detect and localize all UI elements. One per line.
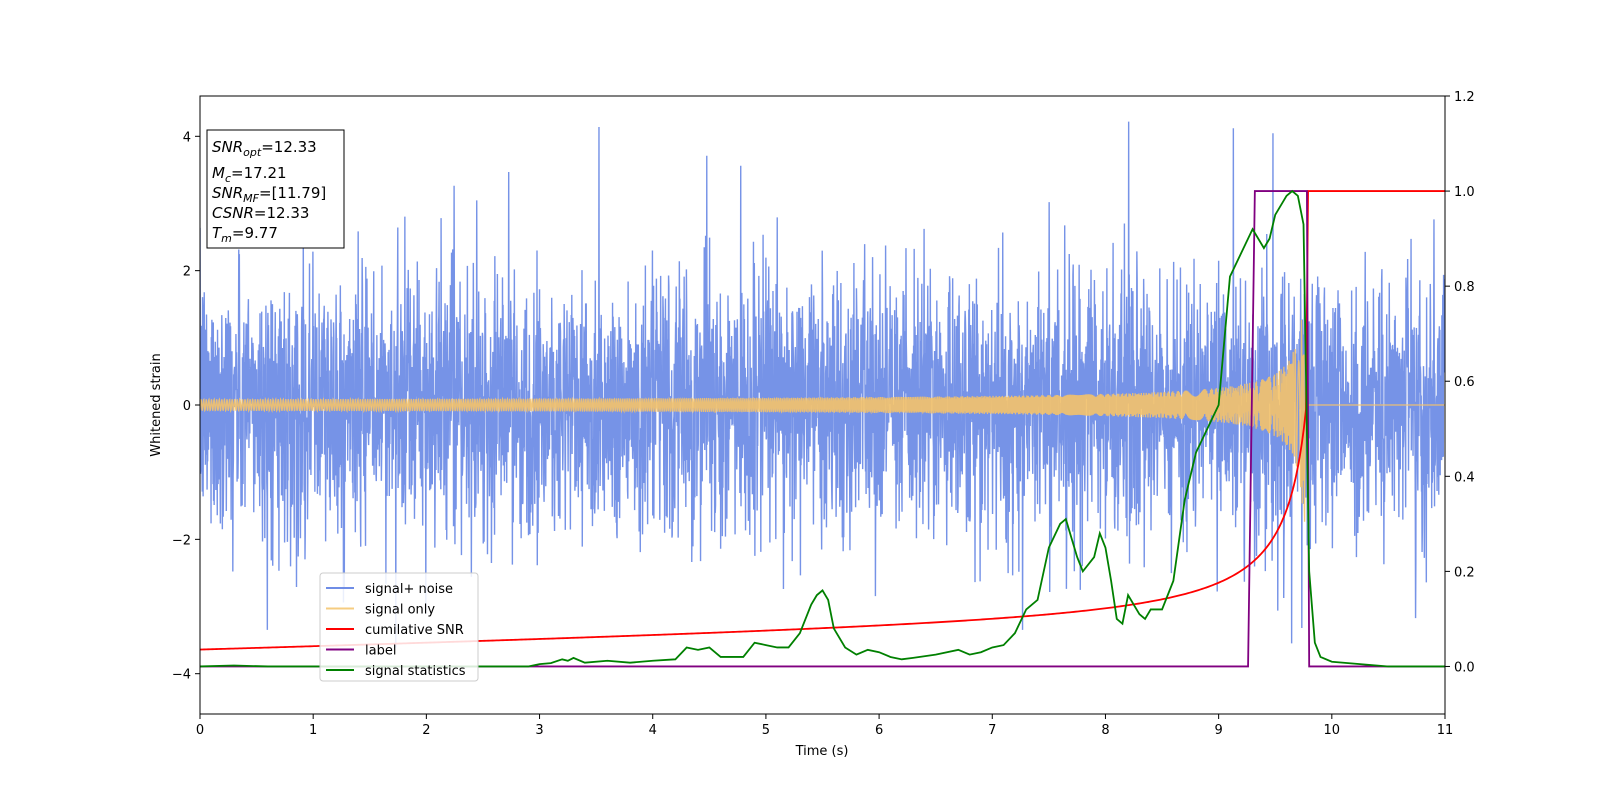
annotation-mc: Mc=17.21 bbox=[212, 164, 287, 185]
axes: 0 1 2 3 4 5 6 7 8 9 10 11 −4 −2 0 2 4 0.0 0.2 0.4 0.6 0.8 1.0 1… bbox=[172, 90, 1475, 738]
annotation-snr-opt-base: SNR bbox=[212, 138, 243, 156]
legend: signal+ noise signal only cumilative SNR la… bbox=[319, 572, 479, 682]
y-axis-label: Whitened strain bbox=[149, 353, 164, 456]
x-tick-label: 11 bbox=[1437, 723, 1454, 738]
legend-frame bbox=[319, 572, 479, 682]
annotation-box: SNRopt=12.33 Mc=17.21 SNRMF=[11.79] CSNR… bbox=[206, 129, 345, 249]
annotation-snr-opt-sub: opt bbox=[243, 146, 262, 159]
y-tick-label: 0 bbox=[183, 399, 191, 414]
y-tick-label: 2 bbox=[183, 265, 191, 280]
annotation-snr-mf-sub: MF bbox=[243, 192, 259, 205]
annotation-tm-value: =9.77 bbox=[232, 224, 278, 242]
x-tick-label: 1 bbox=[309, 723, 317, 738]
y-tick-label: −2 bbox=[172, 533, 191, 548]
x-tick-label: 7 bbox=[988, 723, 996, 738]
y2-tick-label: 1.2 bbox=[1454, 90, 1475, 105]
y2-tick-label: 1.0 bbox=[1454, 185, 1475, 200]
y-tick-label: 4 bbox=[183, 130, 191, 145]
series-signal-statistics-line bbox=[200, 189, 1445, 668]
annotation-frame bbox=[206, 129, 345, 249]
legend-label: signal+ noise bbox=[365, 582, 453, 597]
annotation-snr-mf-base: SNR bbox=[212, 184, 243, 202]
annotation-snr-opt-value: =12.33 bbox=[261, 138, 317, 156]
legend-label: signal only bbox=[365, 603, 435, 618]
series-signal-only-line bbox=[200, 319, 1445, 522]
x-tick-label: 3 bbox=[535, 723, 543, 738]
y2-tick-label: 0.8 bbox=[1454, 280, 1475, 295]
annotation-snr-mf: SNRMF=[11.79] bbox=[212, 184, 326, 205]
annotation-mc-value: =17.21 bbox=[231, 164, 287, 182]
legend-label: cumilative SNR bbox=[365, 623, 464, 638]
annotation-csnr-base: CSNR bbox=[212, 204, 254, 222]
x-tick-label: 10 bbox=[1324, 723, 1341, 738]
y2-tick-label: 0.0 bbox=[1454, 660, 1475, 675]
series-label-line bbox=[200, 190, 1445, 668]
annotation-tm-base: T bbox=[212, 224, 223, 242]
x-tick-label: 0 bbox=[196, 723, 204, 738]
x-tick-label: 8 bbox=[1101, 723, 1109, 738]
x-tick-label: 5 bbox=[762, 723, 770, 738]
annotation-mc-base: M bbox=[212, 164, 225, 182]
legend-label: signal statistics bbox=[365, 664, 466, 679]
x-tick-label: 2 bbox=[422, 723, 430, 738]
x-tick-label: 9 bbox=[1214, 723, 1222, 738]
annotation-csnr-value: =12.33 bbox=[254, 204, 310, 222]
series-signal-noise-line bbox=[200, 121, 1445, 648]
annotation-snr-opt: SNRopt=12.33 bbox=[212, 138, 317, 159]
y2-tick-label: 0.4 bbox=[1454, 470, 1475, 485]
annotation-csnr: CSNR=12.33 bbox=[212, 204, 309, 222]
x-tick-label: 4 bbox=[649, 723, 657, 738]
legend-label: label bbox=[365, 644, 396, 659]
annotation-mc-sub: c bbox=[225, 172, 231, 185]
y2-tick-label: 0.2 bbox=[1454, 565, 1475, 580]
y-tick-label: −4 bbox=[172, 668, 191, 683]
annotation-tm-sub: m bbox=[221, 232, 232, 245]
x-tick-label: 6 bbox=[875, 723, 883, 738]
annotation-snr-mf-value: =[11.79] bbox=[259, 184, 326, 202]
annotation-tm: Tm=9.77 bbox=[212, 224, 278, 245]
y2-tick-label: 0.6 bbox=[1454, 375, 1475, 390]
x-axis-label: Time (s) bbox=[795, 744, 849, 759]
